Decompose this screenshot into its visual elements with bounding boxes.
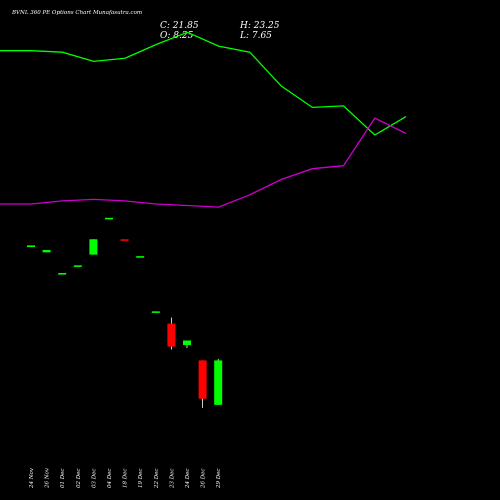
candle-body [198, 360, 207, 399]
close-value: C: 21.85 [160, 21, 199, 31]
x-tick-label: 29 Dec [216, 469, 222, 490]
x-tick-label: 03 Dec [91, 469, 97, 489]
candle-body [183, 340, 191, 346]
high-value: H: 23.25 [240, 21, 280, 31]
x-tick-label: 23 Dec [169, 469, 175, 490]
candle-body [89, 239, 98, 255]
candle-body [105, 217, 113, 220]
candle-body [120, 239, 129, 241]
x-tick-label: 04 Dec [107, 469, 113, 489]
x-tick-label: 24 Dec [185, 469, 191, 490]
x-tick-label: 02 Dec [76, 469, 82, 489]
x-tick-label: 26 Dec [201, 469, 207, 490]
green-indicator-line [0, 31, 407, 136]
x-tick-label: 19 Dec [138, 469, 144, 489]
x-tick-label: 22 Dec [154, 469, 160, 490]
candle-body [27, 245, 35, 247]
candle-body [167, 323, 176, 347]
x-tick-label: 18 Dec [123, 469, 129, 489]
low-value: L: 7.65 [240, 31, 272, 41]
candle-body [136, 256, 145, 258]
chart-title: BVNL 360 PE Options Chart Munafasutra.co… [12, 10, 143, 16]
candle-body [214, 360, 223, 405]
x-tick-label: 26 Nov [45, 467, 51, 489]
x-tick-label: 01 Dec [60, 469, 66, 489]
candle-body [151, 311, 160, 313]
x-tick-label: 24 Nov [29, 467, 35, 489]
candle-body [42, 250, 51, 253]
candle-body [58, 273, 67, 275]
candle-body [73, 265, 82, 267]
magenta-indicator-line [0, 117, 407, 208]
